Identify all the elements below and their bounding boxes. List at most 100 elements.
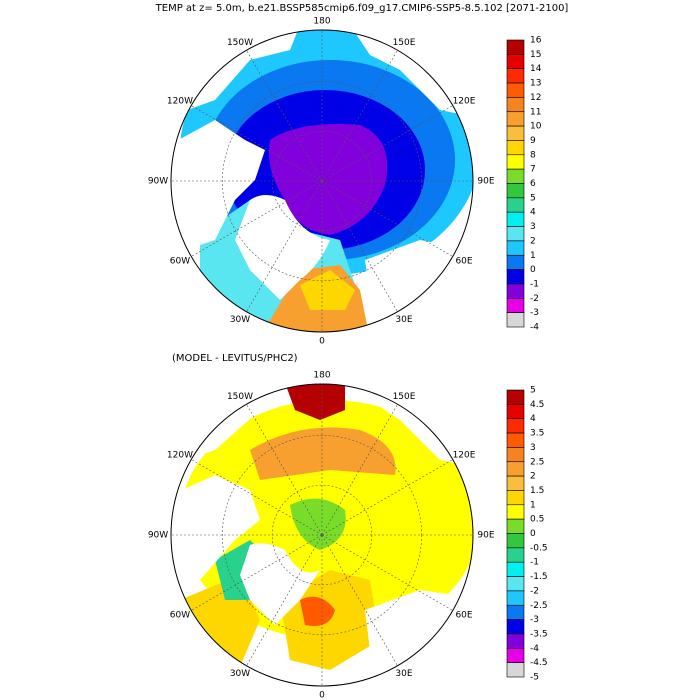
colorbar-label: 13 bbox=[530, 79, 541, 89]
colorbar-label: -1 bbox=[530, 279, 539, 289]
colorbar-box bbox=[506, 226, 525, 242]
longitude-label: 180 bbox=[313, 371, 330, 381]
colorbar-label: -2 bbox=[530, 586, 539, 596]
colorbar-label: 1 bbox=[530, 251, 536, 261]
longitude-label: 30E bbox=[395, 315, 412, 325]
colorbar-box bbox=[506, 254, 525, 270]
longitude-label: 180 bbox=[313, 17, 330, 27]
colorbar-label: 11 bbox=[530, 107, 541, 117]
colorbar-box bbox=[506, 269, 525, 285]
colorbar-label: -3.5 bbox=[530, 629, 548, 639]
colorbar-box bbox=[506, 576, 525, 592]
colorbar-box bbox=[506, 447, 525, 463]
meridian bbox=[321, 180, 398, 312]
colorbar-label: 5 bbox=[530, 193, 536, 203]
colorbar-label: 12 bbox=[530, 93, 541, 103]
colorbar-label: 4 bbox=[530, 414, 536, 424]
colorbar-box bbox=[506, 125, 525, 141]
colorbar-box bbox=[506, 404, 525, 420]
meridian bbox=[246, 180, 323, 312]
meridian bbox=[321, 534, 398, 666]
longitude-label: 120E bbox=[453, 451, 476, 461]
meridian bbox=[321, 50, 398, 182]
colorbar-box bbox=[506, 197, 525, 213]
meridian bbox=[191, 534, 323, 611]
colorbar-label: 16 bbox=[530, 36, 542, 46]
colorbar-label: -0.5 bbox=[530, 543, 548, 553]
meridian bbox=[191, 180, 323, 257]
colorbar-label: 15 bbox=[530, 50, 541, 60]
colorbar-box bbox=[506, 533, 525, 549]
colorbar-box bbox=[506, 154, 525, 170]
colorbar-box bbox=[506, 504, 525, 520]
meridian bbox=[321, 459, 453, 536]
colorbar-box bbox=[506, 461, 525, 477]
longitude-label: 90E bbox=[477, 531, 494, 541]
longitude-label: 90W bbox=[148, 531, 168, 541]
colorbar-box bbox=[506, 647, 525, 663]
colorbar-box bbox=[506, 490, 525, 506]
meridian bbox=[191, 459, 323, 536]
meridian bbox=[246, 404, 323, 536]
colorbar-box bbox=[506, 432, 525, 448]
map-border bbox=[170, 383, 474, 687]
longitude-label: 60E bbox=[455, 257, 472, 267]
colorbar-label: 2 bbox=[530, 236, 536, 246]
colorbar-box bbox=[506, 662, 525, 678]
colorbar-label: -1 bbox=[530, 558, 539, 568]
colorbar-box bbox=[506, 68, 525, 84]
colorbar-box bbox=[506, 561, 525, 577]
longitude-label: 150W bbox=[227, 392, 253, 402]
colorbar-label: 5 bbox=[530, 386, 536, 396]
map-border bbox=[170, 29, 474, 333]
colorbar-box bbox=[506, 590, 525, 606]
meridian bbox=[321, 534, 453, 611]
longitude-label: 90W bbox=[148, 177, 168, 187]
longitude-label: 30W bbox=[230, 669, 250, 679]
colorbar-label: 7 bbox=[530, 165, 536, 175]
title: TEMP at z= 5.0m, b.e21.BSSP585cmip6.f09_… bbox=[155, 3, 569, 14]
colorbar-box bbox=[506, 518, 525, 534]
colorbar-label: 4.5 bbox=[530, 400, 544, 410]
colorbar-label: 10 bbox=[530, 122, 542, 132]
meridian bbox=[321, 105, 453, 182]
colorbar-box bbox=[506, 97, 525, 113]
colorbar-label: 3 bbox=[530, 443, 536, 453]
meridian bbox=[191, 105, 323, 182]
colorbar-label: -1.5 bbox=[530, 572, 548, 582]
colorbar-box bbox=[506, 619, 525, 635]
latitude-circle bbox=[222, 81, 422, 281]
colorbar-box bbox=[506, 297, 525, 313]
longitude-label: 150E bbox=[393, 392, 416, 402]
colorbar-label: -3 bbox=[530, 308, 539, 318]
meridian bbox=[321, 404, 398, 536]
colorbar-box bbox=[506, 82, 525, 98]
latitude-circle bbox=[222, 435, 422, 635]
longitude-label: 90E bbox=[477, 177, 494, 187]
colorbar-label: -4 bbox=[530, 644, 539, 654]
colorbar-box bbox=[506, 39, 525, 55]
colorbar-label: 3 bbox=[530, 222, 536, 232]
longitude-label: 30W bbox=[230, 315, 250, 325]
colorbar-box bbox=[506, 547, 525, 563]
meridian bbox=[321, 180, 453, 257]
colorbar-label: -3 bbox=[530, 615, 539, 625]
longitude-label: 120W bbox=[167, 451, 193, 461]
colorbar-label: 2 bbox=[530, 472, 536, 482]
map-field bbox=[171, 30, 473, 332]
colorbar-label: 9 bbox=[530, 136, 536, 146]
colorbar-box bbox=[506, 240, 525, 256]
colorbar-label: -4.5 bbox=[530, 658, 548, 668]
colorbar-label: 3.5 bbox=[530, 429, 544, 439]
colorbar-label: 2.5 bbox=[530, 457, 544, 467]
colorbar-label: 1.5 bbox=[530, 486, 544, 496]
colorbar-label: -4 bbox=[530, 323, 539, 333]
longitude-label: 150E bbox=[393, 38, 416, 48]
colorbar-box bbox=[506, 633, 525, 649]
colorbar-label: -2.5 bbox=[530, 601, 548, 611]
longitude-label: 60E bbox=[455, 611, 472, 621]
colorbar-box bbox=[506, 111, 525, 127]
longitude-label: 60W bbox=[170, 611, 190, 621]
colorbar-label: 1 bbox=[530, 500, 536, 510]
